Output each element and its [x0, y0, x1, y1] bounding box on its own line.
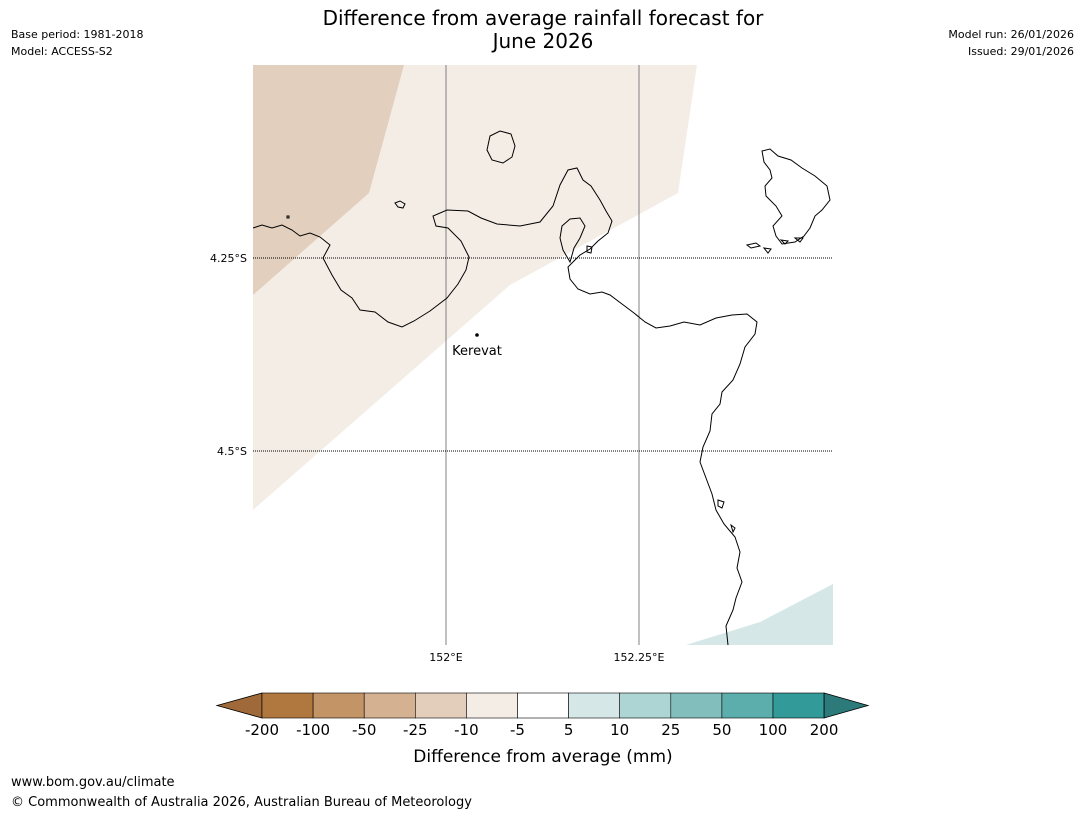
colorbar-tick-label: -10: [454, 721, 479, 739]
place-kerevat: Kerevat: [452, 333, 502, 359]
base-period: Base period: 1981-2018: [11, 28, 144, 41]
colorbar-tick-label: -200: [245, 721, 279, 739]
footer-copyright: © Commonwealth of Australia 2026, Austra…: [11, 795, 472, 810]
colorbar-segment--200-to--100: [261, 692, 314, 719]
kerevat-marker: [475, 333, 479, 337]
colorbar-extend-high: [823, 692, 870, 719]
model-run: Model run: 26/01/2026: [948, 28, 1074, 41]
coastline-islet-6: [762, 247, 772, 254]
coastline: [253, 130, 831, 645]
kerevat-label: Kerevat: [452, 344, 502, 359]
coastline-mainland: [253, 167, 758, 645]
colorbar-tick-label: 100: [759, 721, 788, 739]
metadata-left: Base period: 1981-2018 Model: ACCESS-S2: [11, 26, 143, 60]
anomaly-region-minus25: [253, 65, 404, 295]
coastline-islet-7: [779, 239, 790, 245]
colorbar-tick-label: 25: [661, 721, 680, 739]
model-name: Model: ACCESS-S2: [11, 45, 113, 58]
colorbar-tick-label: 50: [712, 721, 731, 739]
colorbar-segment-5-to-10: [568, 692, 620, 719]
colorbar-tick-label: -50: [352, 721, 377, 739]
colorbar-segment-100-to-200: [772, 692, 825, 719]
colorbar-segment--100-to--50: [312, 692, 365, 719]
coastline-islet-2: [394, 200, 406, 209]
colorbar-segment--5-to-5: [517, 692, 569, 719]
footer-url: www.bom.gov.au/climate: [11, 775, 175, 790]
colorbar-segment-10-to-25: [619, 692, 672, 719]
colorbar-segment--50-to--25: [363, 692, 416, 719]
coastline-islet-3: [286, 215, 290, 219]
colorbar-segment--10-to--5: [466, 692, 518, 719]
title-line-1: Difference from average rainfall forecas…: [322, 6, 764, 30]
coastline-islet-1: [486, 130, 516, 164]
colorbar-extend-low: [215, 692, 263, 719]
colorbar-ticks: -200 -100 -50 -25 -10 -5 5 10 25 50 100 200: [245, 721, 838, 739]
coastline-peninsula: [559, 217, 586, 264]
colorbar-tick-label: -5: [510, 721, 525, 739]
coastline-islet-5: [745, 242, 762, 249]
coastline-islet-8: [793, 237, 804, 243]
colorbar: [215, 692, 870, 719]
issued-date: Issued: 29/01/2026: [967, 45, 1074, 58]
colorbar-title: Difference from average (mm): [413, 747, 672, 767]
lon-label-152: 152°E: [429, 651, 462, 664]
colorbar-tick-label: -25: [403, 721, 428, 739]
colorbar-segment-50-to-100: [721, 692, 774, 719]
colorbar-tick-label: 200: [810, 721, 839, 739]
coastline-islet-10: [730, 523, 736, 534]
colorbar-tick-label: -100: [296, 721, 330, 739]
page-title: Difference from average rainfall forecas…: [243, 7, 843, 53]
axis-labels: 4.25°S 4.5°S 152°E 152.25°E: [210, 252, 664, 664]
colorbar-segment-25-to-50: [670, 692, 723, 719]
anomaly-region-plus5: [686, 584, 833, 645]
colorbar-tick-label: 5: [564, 721, 574, 739]
coastline-islet-9: [717, 499, 725, 509]
metadata-right: Model run: 26/01/2026 Issued: 29/01/2026: [948, 26, 1074, 60]
colorbar-tick-label: 10: [610, 721, 629, 739]
coastline-islet-4: [586, 245, 593, 254]
lat-label-4.5: 4.5°S: [217, 445, 247, 458]
title-line-2: June 2026: [492, 29, 594, 53]
lat-label-4.25: 4.25°S: [210, 252, 247, 265]
map-area: Kerevat: [253, 65, 833, 645]
graticule: [253, 65, 833, 645]
colorbar-segment--25-to--10: [414, 692, 467, 719]
coastline-duke-of-york: [761, 148, 831, 245]
lon-label-152.25: 152.25°E: [614, 651, 665, 664]
